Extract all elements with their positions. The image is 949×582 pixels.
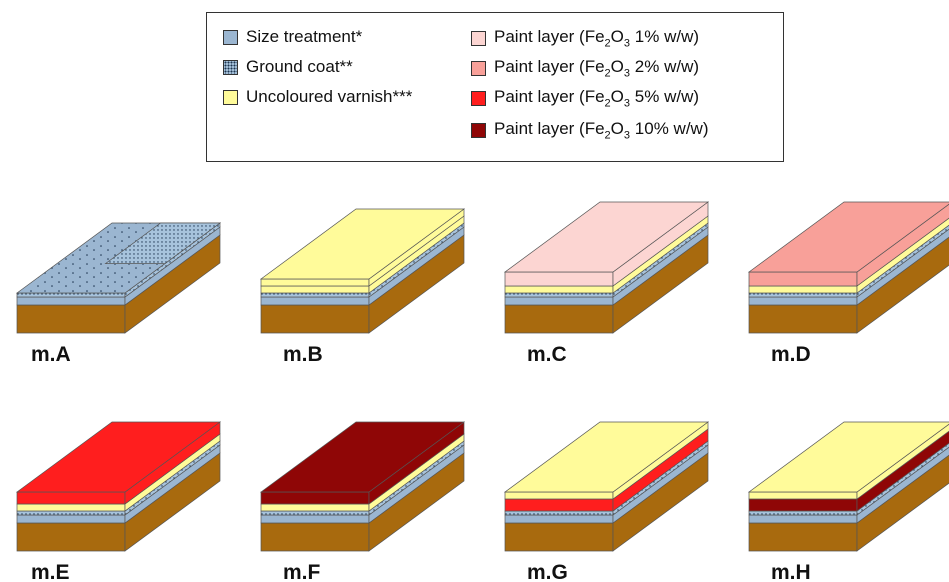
- legend-swatch-paint1: [471, 30, 486, 46]
- legend-item-paint10: Paint layer (Fe2O3 10% w/w): [471, 119, 708, 141]
- legend-swatch-paint10: [471, 122, 486, 138]
- sample-m.F-front-size: [260, 514, 370, 524]
- sample-m.C-front-paint1: [504, 271, 614, 287]
- sample-m.C-front-ground: [504, 292, 614, 298]
- sample-m.B-top: [259, 208, 466, 280]
- sample-m.H-side-paint10: [856, 430, 949, 512]
- sample-m.D-side-size: [856, 228, 949, 306]
- legend-label-paint5: Paint layer (Fe2O3 5% w/w): [494, 87, 700, 110]
- sample-m.D-side-paint2: [856, 203, 949, 287]
- legend-item-varnish: Uncoloured varnish***: [223, 87, 412, 107]
- sample-m.E-top: [15, 421, 222, 493]
- sample-m.G-top: [503, 421, 710, 493]
- sample-m.F-front-paint10: [260, 491, 370, 505]
- legend-label-paint2: Paint layer (Fe2O3 2% w/w): [494, 57, 700, 80]
- sample-m.C-front-wood: [504, 304, 614, 334]
- legend-label-size: Size treatment*: [246, 27, 363, 46]
- sample-m.D-side-ground: [856, 224, 949, 298]
- sample-m.H-side-ground: [856, 442, 949, 516]
- sample-label-mh: m.H: [771, 561, 811, 582]
- legend-swatch-ground: [223, 59, 238, 75]
- sample-m.E-front-ground: [16, 510, 126, 516]
- legend-swatch-paint5: [471, 90, 486, 106]
- sample-m.F-top: [259, 421, 466, 493]
- sample-m.A-front-size: [16, 296, 126, 306]
- sample-m.B-front-varnish: [260, 285, 370, 294]
- sample-m.H-side-size: [856, 446, 949, 524]
- legend-label-paint1: Paint layer (Fe2O3 1% w/w): [494, 27, 700, 50]
- sample-m.A-top-dense: [104, 222, 222, 264]
- sample-m.F-front-wood: [260, 522, 370, 552]
- sample-m.H-side-wood: [856, 454, 949, 552]
- legend-item-size: Size treatment*: [223, 27, 362, 47]
- legend-item-paint5: Paint layer (Fe2O3 5% w/w): [471, 87, 699, 109]
- sample-m.F-front-varnish: [260, 503, 370, 512]
- sample-m.B-front-wood: [260, 304, 370, 334]
- sample-m.D-front-size: [748, 296, 858, 306]
- legend-swatch-size: [223, 29, 238, 45]
- sample-label-me: m.E: [31, 561, 70, 582]
- sample-m.H-front-ground: [748, 510, 858, 516]
- legend-swatch-varnish: [223, 89, 238, 105]
- sample-m.F-front-ground: [260, 510, 370, 516]
- sample-m.C-front-size: [504, 296, 614, 306]
- sample-m.G-front-varnish: [504, 491, 614, 500]
- sample-m.A-front-wood: [16, 304, 126, 334]
- sample-m.H-top: [747, 421, 949, 493]
- sample-m.H-front-varnish: [748, 491, 858, 500]
- sample-m.B-front-size: [260, 296, 370, 306]
- sample-m.D-top: [747, 201, 949, 273]
- legend-label-varnish: Uncoloured varnish***: [246, 87, 413, 106]
- sample-m.E-front-paint5: [16, 491, 126, 505]
- sample-label-ma: m.A: [31, 343, 71, 366]
- sample-label-md: m.D: [771, 343, 811, 366]
- sample-m.E-front-wood: [16, 522, 126, 552]
- sample-m.D-front-ground: [748, 292, 858, 298]
- sample-m.G-front-wood: [504, 522, 614, 552]
- sample-m.D-side-varnish: [856, 217, 949, 294]
- sample-m.H-front-paint10: [748, 498, 858, 512]
- sample-m.G-front-size: [504, 514, 614, 524]
- legend-item-ground: Ground coat**: [223, 57, 353, 77]
- legend-box: Size treatment* Ground coat** Uncoloured…: [206, 12, 784, 162]
- legend-label-paint10: Paint layer (Fe2O3 10% w/w): [494, 119, 709, 142]
- sample-m.B-front-varnish: [260, 278, 370, 287]
- legend-label-ground: Ground coat**: [246, 57, 353, 76]
- sample-m.D-front-varnish: [748, 285, 858, 294]
- legend-item-paint2: Paint layer (Fe2O3 2% w/w): [471, 57, 699, 79]
- sample-label-mg: m.G: [527, 561, 568, 582]
- sample-m.C-front-varnish: [504, 285, 614, 294]
- legend-swatch-paint2: [471, 60, 486, 76]
- sample-label-mc: m.C: [527, 343, 567, 366]
- sample-m.D-side-wood: [856, 236, 949, 334]
- sample-m.H-front-size: [748, 514, 858, 524]
- sample-m.A-front-ground: [16, 292, 126, 298]
- sample-label-mf: m.F: [283, 561, 321, 582]
- sample-m.D-front-wood: [748, 304, 858, 334]
- sample-m.G-front-ground: [504, 510, 614, 516]
- sample-m.E-front-varnish: [16, 503, 126, 512]
- sample-m.C-top: [503, 201, 710, 273]
- sample-m.D-front-paint2: [748, 271, 858, 287]
- sample-m.E-front-size: [16, 514, 126, 524]
- legend-item-paint1: Paint layer (Fe2O3 1% w/w): [471, 27, 699, 49]
- sample-m.B-front-ground: [260, 292, 370, 298]
- sample-m.H-front-wood: [748, 522, 858, 552]
- sample-label-mb: m.B: [283, 343, 323, 366]
- sample-m.G-front-paint5: [504, 498, 614, 512]
- sample-m.H-side-varnish: [856, 423, 949, 500]
